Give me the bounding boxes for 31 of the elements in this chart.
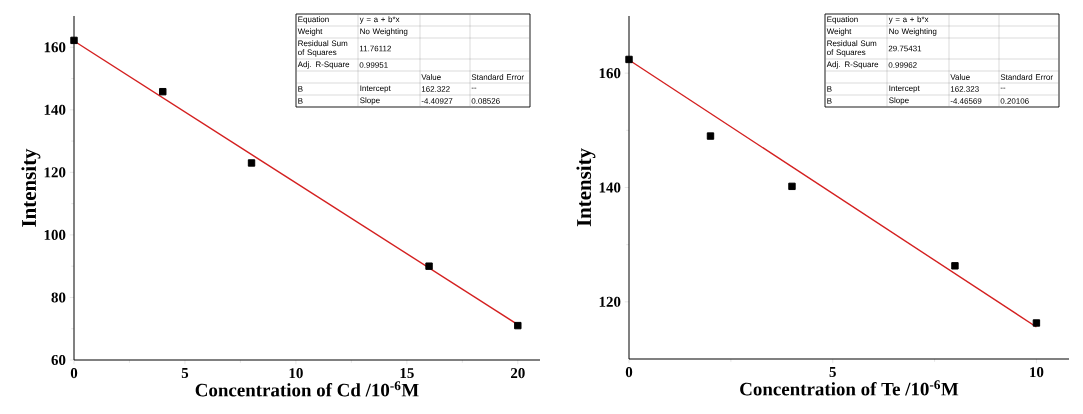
point bbox=[788, 182, 796, 191]
y-tick-label: 160 bbox=[44, 42, 66, 53]
point bbox=[706, 132, 715, 140]
y-tick-label: 160 bbox=[599, 68, 621, 79]
point bbox=[951, 262, 959, 270]
y-tick-label: 60 bbox=[51, 354, 66, 366]
x-tick-label: 15 bbox=[400, 368, 414, 379]
x-tick-label: 10 bbox=[1030, 367, 1044, 378]
point bbox=[247, 159, 256, 167]
x-axis-title: Concentration of Te /10$^{-6}$M bbox=[740, 380, 959, 396]
x-axis-title: Concentration of Cd /10$^{-6}$M bbox=[195, 381, 419, 397]
point bbox=[159, 87, 167, 96]
point bbox=[514, 321, 522, 330]
point bbox=[70, 36, 78, 45]
y-tick-label: 100 bbox=[44, 229, 66, 240]
x-tick-label: 0 bbox=[70, 368, 78, 379]
y-tick-label: 140 bbox=[44, 104, 66, 115]
point bbox=[425, 262, 433, 270]
y-tick-label: 140 bbox=[599, 182, 621, 193]
x-tick-label: 0 bbox=[625, 367, 633, 378]
y-tick-label: 120 bbox=[599, 296, 621, 307]
x-tick-label: 10 bbox=[289, 368, 303, 379]
y-tick-label: 120 bbox=[44, 167, 66, 178]
y-axis-title: Intensity bbox=[576, 148, 596, 227]
x-tick-label: 5 bbox=[181, 368, 189, 378]
x-tick-label: 20 bbox=[510, 368, 525, 379]
x-tick-label: 5 bbox=[829, 367, 836, 377]
y-tick-label: 80 bbox=[51, 292, 66, 303]
point bbox=[625, 55, 633, 64]
point bbox=[1032, 319, 1041, 327]
y-axis-title: Intensity bbox=[21, 148, 41, 227]
